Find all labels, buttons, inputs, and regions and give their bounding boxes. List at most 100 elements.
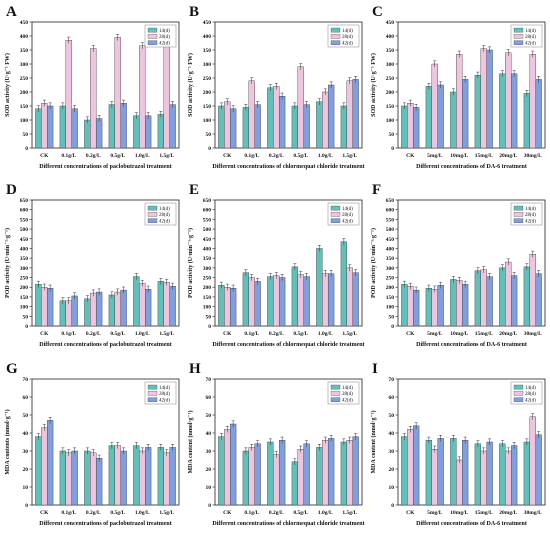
y-tick-label: 40 — [389, 431, 395, 437]
y-tick-label: 250 — [203, 276, 212, 282]
panel-letter: D — [6, 182, 17, 198]
legend-swatch — [330, 40, 341, 45]
y-tick-label: 450 — [386, 237, 395, 243]
bar — [273, 86, 280, 149]
y-tick-label: 200 — [386, 285, 395, 291]
bar — [450, 279, 457, 327]
bar — [529, 416, 536, 506]
bar — [523, 266, 531, 327]
x-tick-label: 1.0g/L — [135, 153, 150, 159]
bar — [523, 93, 531, 149]
panel-letter: G — [6, 361, 18, 377]
bar — [108, 104, 116, 149]
panel-letter: C — [372, 4, 383, 20]
y-tick-label: 600 — [203, 208, 212, 214]
x-tick-label: CK — [406, 331, 415, 337]
y-axis-label: SOD activity (U·g⁻¹ FW) — [370, 53, 377, 117]
y-tick-label: 550 — [386, 217, 395, 223]
bar — [327, 273, 335, 327]
bar — [407, 286, 414, 327]
bar — [523, 441, 531, 506]
bar — [480, 450, 487, 506]
y-tick-label: 100 — [386, 118, 395, 124]
x-tick-label: 10mg/L — [450, 331, 468, 337]
y-tick-label: 400 — [386, 246, 395, 252]
x-tick-label: 10mg/L — [450, 153, 468, 159]
bar — [437, 438, 444, 506]
legend-label: 14(d) — [525, 29, 536, 34]
bar — [340, 441, 348, 506]
bar — [499, 443, 506, 506]
bar — [322, 273, 329, 327]
plot-frame — [214, 378, 363, 506]
bar — [486, 49, 493, 149]
y-tick-label: 100 — [20, 118, 29, 124]
y-tick-label: 0 — [25, 146, 28, 152]
legend-label: 28(d) — [159, 213, 170, 218]
y-tick-label: 450 — [203, 20, 212, 26]
y-tick-label: 450 — [386, 20, 395, 26]
bar — [407, 102, 414, 149]
legend-label: 28(d) — [525, 35, 536, 40]
y-tick-label: 0 — [391, 324, 394, 330]
bar — [510, 73, 518, 149]
bar — [303, 276, 310, 327]
x-tick-label: 1.0g/L — [135, 331, 150, 337]
bar — [242, 450, 250, 506]
bar — [291, 266, 299, 327]
panel-letter: F — [372, 182, 381, 198]
bar — [267, 441, 274, 506]
bar — [163, 282, 170, 327]
x-tick-label: 0.2g/L — [86, 153, 101, 159]
bar — [46, 420, 54, 506]
x-tick-label: 1.5g/L — [342, 510, 357, 516]
bar — [35, 436, 42, 506]
bar — [327, 84, 335, 149]
bar — [456, 459, 463, 506]
x-tick-label: 15mg/L — [475, 153, 493, 159]
y-tick-label: 350 — [20, 256, 29, 262]
x-tick-label: 0.1g/L — [61, 331, 76, 337]
y-axis-label: MDA contents (nmol·g⁻¹) — [4, 409, 11, 474]
bar — [242, 107, 250, 149]
bar — [340, 241, 348, 327]
legend-swatch — [513, 391, 524, 396]
bar — [84, 450, 91, 506]
bar — [224, 101, 231, 149]
x-tick-label: 0.5g/L — [293, 510, 308, 516]
legend-label: 28(d) — [525, 213, 536, 218]
y-tick-label: 350 — [386, 256, 395, 262]
legend-label: 28(d) — [159, 392, 170, 397]
bar — [157, 447, 165, 506]
legend-swatch — [513, 218, 524, 223]
bar — [297, 448, 304, 506]
legend-swatch — [513, 34, 524, 39]
bar — [65, 40, 72, 149]
legend-swatch — [330, 391, 341, 396]
chart-panel-b: B 0 50 100 150 200 250 300 350 400 450 CK 0.1g/L 0.2g… — [187, 4, 365, 170]
y-tick-label: 0 — [25, 324, 28, 330]
bar — [412, 425, 420, 506]
y-tick-label: 350 — [386, 48, 395, 54]
x-tick-label: CK — [40, 153, 49, 159]
bar — [425, 439, 433, 506]
y-tick-label: 350 — [203, 256, 212, 262]
legend-label: 42(d) — [342, 41, 353, 46]
panel-letter: H — [189, 361, 201, 377]
bar — [346, 439, 353, 506]
y-tick-label: 300 — [386, 62, 395, 68]
legend-swatch — [147, 218, 158, 223]
x-tick-label: 5mg/L — [427, 331, 443, 337]
bar — [120, 289, 127, 327]
bar — [535, 79, 542, 149]
y-tick-label: 100 — [20, 305, 29, 311]
y-tick-label: 200 — [203, 285, 212, 291]
y-tick-label: 400 — [203, 246, 212, 252]
bar — [65, 300, 72, 327]
y-tick-label: 50 — [206, 132, 212, 138]
bar — [505, 261, 512, 327]
chart-panel-f: F 0 50 100 150 200 250 300 350 400 450 500 550 600 650… — [370, 182, 546, 348]
y-axis-label: MDA content (nmol·g⁻¹) — [370, 411, 377, 474]
bar — [120, 102, 127, 149]
y-tick-label: 300 — [203, 266, 212, 272]
